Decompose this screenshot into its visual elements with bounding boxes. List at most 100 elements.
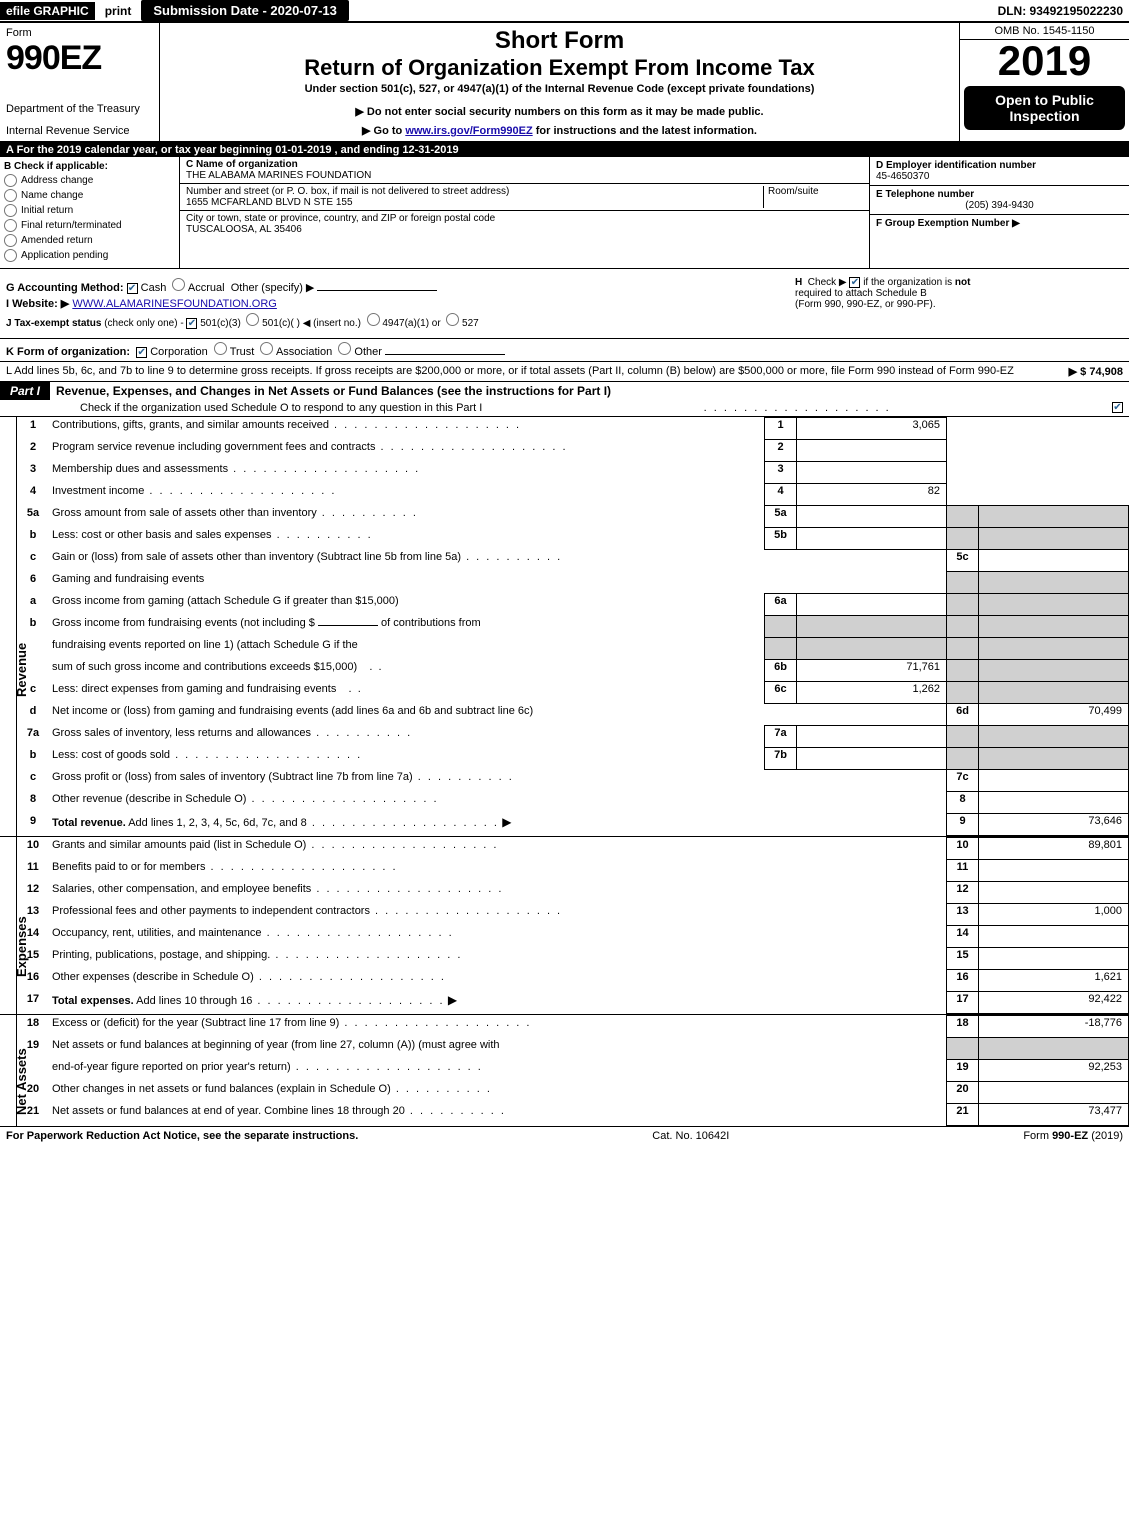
opt-address-change[interactable]: Address change (4, 174, 175, 187)
header-left: Form 990EZ Department of the Treasury In… (0, 23, 160, 141)
radio-527[interactable] (446, 313, 459, 326)
box-def: D Employer identification number 45-4650… (869, 157, 1129, 268)
opt-initial-return[interactable]: Initial return (4, 204, 175, 217)
form-header: Form 990EZ Department of the Treasury In… (0, 23, 1129, 143)
top-bar: efile GRAPHIC print Submission Date - 20… (0, 0, 1129, 23)
d-label: D Employer identification number (876, 160, 1123, 171)
section-ghij: G Accounting Method: Cash Accrual Other … (0, 269, 1129, 339)
k-label: K Form of organization: (6, 346, 130, 358)
row-13: 13Professional fees and other payments t… (18, 904, 1129, 926)
goto-line: ▶ Go to www.irs.gov/Form990EZ for instru… (170, 124, 949, 137)
line-h: H Check ▶ if the organization is not req… (793, 275, 1123, 332)
goto-post: for instructions and the latest informat… (533, 125, 757, 137)
radio-other[interactable] (338, 342, 351, 355)
irs-link[interactable]: www.irs.gov/Form990EZ (405, 125, 532, 137)
row-7c: cGross profit or (loss) from sales of in… (18, 770, 1129, 792)
row-8: 8Other revenue (describe in Schedule O)8 (18, 792, 1129, 814)
row-2: 2Program service revenue including gover… (18, 440, 1129, 462)
addr-label: Number and street (or P. O. box, if mail… (186, 186, 763, 197)
box-c: C Name of organization THE ALABAMA MARIN… (180, 157, 869, 268)
row-6d: dNet income or (loss) from gaming and fu… (18, 704, 1129, 726)
row-16: 16Other expenses (describe in Schedule O… (18, 970, 1129, 992)
c-label: C Name of organization (186, 159, 863, 170)
revenue-section: Revenue 1Contributions, gifts, grants, a… (0, 417, 1129, 837)
form-word: Form (6, 27, 153, 39)
h-text2: if the organization is (863, 277, 952, 288)
row-6a: aGross income from gaming (attach Schedu… (18, 594, 1129, 616)
row-12: 12Salaries, other compensation, and empl… (18, 882, 1129, 904)
box-b: B Check if applicable: Address change Na… (0, 157, 180, 268)
part1-title: Revenue, Expenses, and Changes in Net As… (50, 382, 1129, 400)
row-21: 21Net assets or fund balances at end of … (18, 1104, 1129, 1126)
opt-final-return[interactable]: Final return/terminated (4, 219, 175, 232)
row-9: 9Total revenue. Add lines 1, 2, 3, 4, 5c… (18, 814, 1129, 836)
form-title: Return of Organization Exempt From Incom… (170, 55, 949, 81)
city-value: TUSCALOOSA, AL 35406 (186, 224, 863, 235)
dln-label: DLN: 93492195022230 (992, 2, 1129, 20)
netassets-side-label: Net Assets (14, 1048, 29, 1115)
chk-cash[interactable] (127, 283, 138, 294)
form-number: 990EZ (6, 39, 153, 78)
website-link[interactable]: WWW.ALAMARINESFOUNDATION.ORG (72, 298, 277, 310)
city-label: City or town, state or province, country… (186, 213, 863, 224)
e-label: E Telephone number (876, 189, 1123, 200)
k-corp: Corporation (150, 346, 207, 358)
cat-no: Cat. No. 10642I (652, 1130, 729, 1142)
line-g: G Accounting Method: Cash Accrual Other … (6, 278, 793, 294)
phone-value: (205) 394-9430 (876, 200, 1123, 211)
j-4947: 4947(a)(1) or (382, 318, 440, 329)
row-5c: cGain or (loss) from sale of assets othe… (18, 550, 1129, 572)
expenses-section: Expenses 10Grants and similar amounts pa… (0, 837, 1129, 1015)
goto-pre: ▶ Go to (362, 125, 405, 137)
part1-header: Part I Revenue, Expenses, and Changes in… (0, 382, 1129, 400)
radio-association[interactable] (260, 342, 273, 355)
section-bcdef: B Check if applicable: Address change Na… (0, 157, 1129, 269)
opt-application-pending[interactable]: Application pending (4, 249, 175, 262)
j-label: J Tax-exempt status (6, 318, 101, 329)
open-inspection: Open to Public Inspection (964, 86, 1125, 130)
j-501c3: 501(c)(3) (200, 318, 241, 329)
opt-amended-return[interactable]: Amended return (4, 234, 175, 247)
f-label: F Group Exemption Number ▶ (876, 218, 1123, 229)
l-text: L Add lines 5b, 6c, and 7b to line 9 to … (6, 365, 1014, 378)
chk-501c3[interactable] (186, 318, 197, 329)
revenue-table: 1Contributions, gifts, grants, and simil… (18, 417, 1129, 836)
radio-accrual[interactable] (172, 278, 185, 291)
row-3: 3Membership dues and assessments3 (18, 462, 1129, 484)
chk-corporation[interactable] (136, 347, 147, 358)
opt-name-change[interactable]: Name change (4, 189, 175, 202)
contrib-input[interactable] (318, 625, 378, 626)
row-11: 11Benefits paid to or for members11 (18, 860, 1129, 882)
h-text3: required to attach Schedule B (795, 288, 927, 299)
k-trust: Trust (230, 346, 255, 358)
k-other-input[interactable] (385, 354, 505, 355)
row-7b: bLess: cost of goods sold7b (18, 748, 1129, 770)
print-link[interactable]: print (95, 2, 142, 20)
part1-sub: Check if the organization used Schedule … (0, 400, 1129, 417)
l-amount: ▶ $ 74,908 (1069, 365, 1123, 378)
expenses-table: 10Grants and similar amounts paid (list … (18, 837, 1129, 1014)
g-other: Other (specify) ▶ (231, 282, 315, 294)
netassets-table: 18Excess or (deficit) for the year (Subt… (18, 1015, 1129, 1126)
line-j: J Tax-exempt status (check only one) - 5… (6, 313, 793, 329)
radio-trust[interactable] (214, 342, 227, 355)
ein-value: 45-4650370 (876, 171, 1123, 182)
h-label: H (795, 277, 802, 288)
radio-501c[interactable] (246, 313, 259, 326)
revenue-side-label: Revenue (14, 643, 29, 697)
g-cash: Cash (141, 282, 167, 294)
header-mid: Short Form Return of Organization Exempt… (160, 23, 959, 141)
line-i: I Website: ▶ WWW.ALAMARINESFOUNDATION.OR… (6, 297, 793, 310)
g-label: G Accounting Method: (6, 282, 124, 294)
radio-4947[interactable] (367, 313, 380, 326)
dept-treasury: Department of the Treasury (6, 103, 153, 115)
h-not: not (955, 277, 971, 288)
chk-schedule-o[interactable] (1112, 402, 1123, 413)
room-suite: Room/suite (763, 186, 863, 208)
line-k: K Form of organization: Corporation Trus… (0, 339, 1129, 362)
chk-schedule-b[interactable] (849, 277, 860, 288)
netassets-section: Net Assets 18Excess or (deficit) for the… (0, 1015, 1129, 1127)
part1-sub-text: Check if the organization used Schedule … (80, 402, 482, 414)
g-other-input[interactable] (317, 290, 437, 291)
h-check-text: Check ▶ (808, 277, 847, 288)
